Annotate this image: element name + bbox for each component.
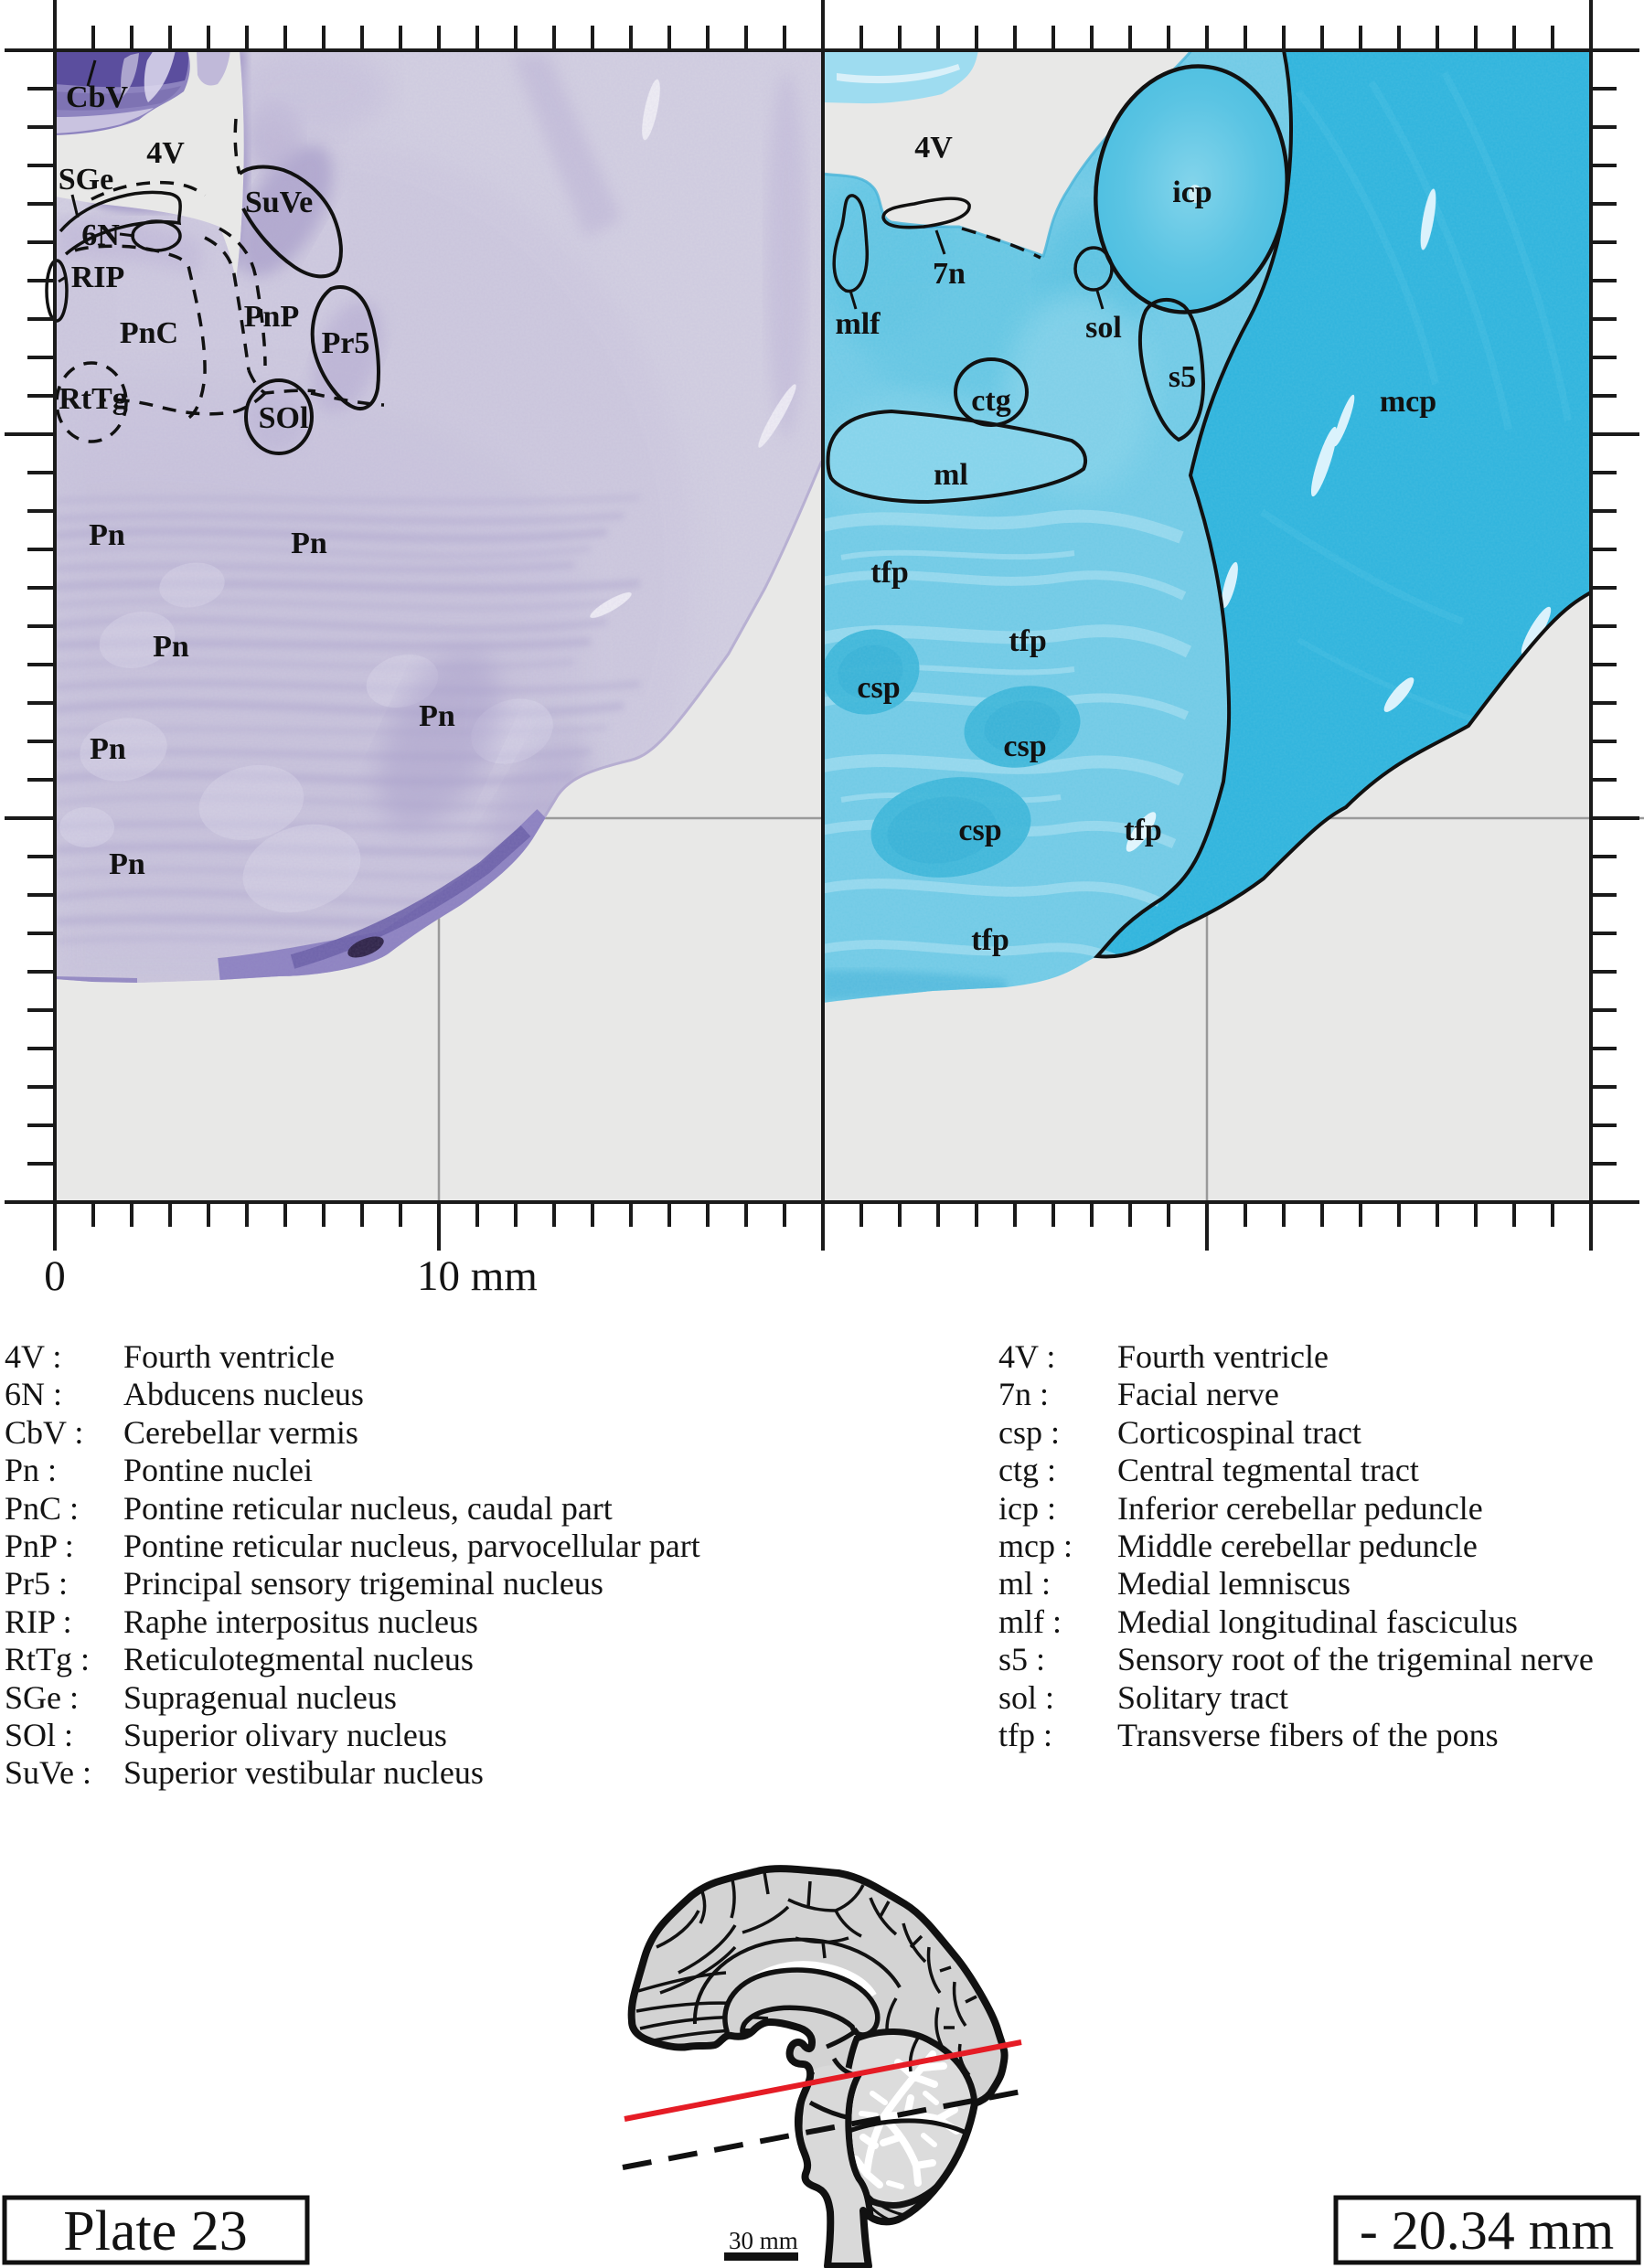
svg-text:Raphe interpositus nucleus: Raphe interpositus nucleus xyxy=(123,1603,478,1640)
svg-text:tfp: tfp xyxy=(1009,624,1047,658)
svg-text:RIP: RIP xyxy=(71,261,125,294)
svg-text:4V: 4V xyxy=(146,136,185,170)
svg-text:icp :: icp : xyxy=(998,1490,1056,1527)
svg-text:Principal sensory trigeminal n: Principal sensory trigeminal nucleus xyxy=(123,1565,603,1602)
svg-text:Pn :: Pn : xyxy=(5,1452,57,1488)
svg-text:Superior olivary nucleus: Superior olivary nucleus xyxy=(123,1717,447,1753)
svg-text:csp: csp xyxy=(958,814,1001,847)
svg-text:6N: 6N xyxy=(81,218,120,252)
svg-text:Abducens nucleus: Abducens nucleus xyxy=(123,1376,364,1412)
svg-text:CbV :: CbV : xyxy=(5,1414,83,1451)
svg-text:Supragenual nucleus: Supragenual nucleus xyxy=(123,1679,397,1716)
svg-text:csp: csp xyxy=(1003,729,1046,763)
svg-text:RtTg: RtTg xyxy=(59,382,128,416)
svg-text:ml: ml xyxy=(934,458,968,492)
svg-text:Pontine reticular nucleus, cau: Pontine reticular nucleus, caudal part xyxy=(123,1490,613,1527)
svg-text:Inferior cerebellar peduncle: Inferior cerebellar peduncle xyxy=(1117,1490,1483,1527)
svg-text:ctg: ctg xyxy=(971,384,1010,418)
svg-text:7n: 7n xyxy=(933,257,966,291)
svg-text:Pn: Pn xyxy=(419,699,455,733)
svg-text:mcp :: mcp : xyxy=(998,1528,1073,1564)
svg-text:SOl :: SOl : xyxy=(5,1717,73,1753)
svg-text:SuVe :: SuVe : xyxy=(5,1754,91,1791)
svg-text:Facial nerve: Facial nerve xyxy=(1117,1376,1279,1412)
svg-text:7n :: 7n : xyxy=(998,1376,1049,1412)
svg-text:tfp: tfp xyxy=(1124,814,1162,847)
svg-text:Solitary tract: Solitary tract xyxy=(1117,1679,1288,1716)
svg-text:csp :: csp : xyxy=(998,1414,1060,1451)
svg-text:Transverse fibers of the pons: Transverse fibers of the pons xyxy=(1117,1717,1499,1753)
svg-text:s5: s5 xyxy=(1169,360,1196,394)
svg-text:ctg :: ctg : xyxy=(998,1452,1056,1488)
svg-text:SuVe: SuVe xyxy=(245,186,313,219)
svg-text:Pn: Pn xyxy=(89,518,125,552)
svg-text:10 mm: 10 mm xyxy=(417,1252,538,1300)
svg-text:sol: sol xyxy=(1085,311,1122,345)
svg-text:Plate 23: Plate 23 xyxy=(63,2200,247,2263)
svg-text:SGe :: SGe : xyxy=(5,1679,79,1716)
svg-text:4V :: 4V : xyxy=(998,1338,1055,1375)
svg-text:tfp: tfp xyxy=(971,923,1009,957)
svg-text:s5 :: s5 : xyxy=(998,1641,1045,1677)
svg-text:Pn: Pn xyxy=(153,630,189,664)
svg-text:30 mm: 30 mm xyxy=(729,2227,798,2254)
svg-text:PnP :: PnP : xyxy=(5,1528,74,1564)
svg-text:csp: csp xyxy=(857,671,900,705)
svg-text:Medial longitudinal fasciculus: Medial longitudinal fasciculus xyxy=(1117,1603,1518,1640)
svg-text:RtTg :: RtTg : xyxy=(5,1641,90,1677)
svg-text:4V: 4V xyxy=(914,131,953,165)
svg-text:mcp: mcp xyxy=(1380,385,1436,419)
svg-text:tfp :: tfp : xyxy=(998,1717,1052,1753)
svg-text:SGe: SGe xyxy=(59,163,113,197)
svg-text:CbV: CbV xyxy=(66,80,128,114)
svg-text:ml :: ml : xyxy=(998,1565,1051,1602)
svg-text:Pn: Pn xyxy=(291,527,327,560)
svg-text:Medial lemniscus: Medial lemniscus xyxy=(1117,1565,1350,1602)
svg-text:mlf :: mlf : xyxy=(998,1603,1062,1640)
svg-text:PnC: PnC xyxy=(120,316,178,350)
svg-text:Pontine nuclei: Pontine nuclei xyxy=(123,1452,313,1488)
svg-text:0: 0 xyxy=(44,1252,66,1300)
svg-text:Pontine reticular nucleus, par: Pontine reticular nucleus, parvocellular… xyxy=(123,1528,700,1564)
svg-text:mlf: mlf xyxy=(835,307,881,341)
svg-text:sol :: sol : xyxy=(998,1679,1054,1716)
svg-text:Cerebellar vermis: Cerebellar vermis xyxy=(123,1414,358,1451)
svg-text:icp: icp xyxy=(1172,176,1212,209)
svg-text:Sensory root of the trigeminal: Sensory root of the trigeminal nerve xyxy=(1117,1641,1594,1677)
svg-text:Fourth ventricle: Fourth ventricle xyxy=(1117,1338,1329,1375)
svg-text:tfp: tfp xyxy=(870,556,909,590)
svg-text:Corticospinal tract: Corticospinal tract xyxy=(1117,1414,1361,1451)
svg-text:Fourth ventricle: Fourth ventricle xyxy=(123,1338,335,1375)
svg-text:4V :: 4V : xyxy=(5,1338,61,1375)
svg-text:PnP: PnP xyxy=(244,300,299,334)
svg-text:SOl: SOl xyxy=(259,401,309,435)
svg-text:Central tegmental tract: Central tegmental tract xyxy=(1117,1452,1419,1488)
svg-text:RIP :: RIP : xyxy=(5,1603,72,1640)
svg-text:Superior vestibular nucleus: Superior vestibular nucleus xyxy=(123,1754,484,1791)
svg-text:Pr5 :: Pr5 : xyxy=(5,1565,68,1602)
svg-text:- 20.34 mm: - 20.34 mm xyxy=(1360,2200,1614,2261)
svg-text:Pn: Pn xyxy=(109,847,145,881)
svg-text:PnC :: PnC : xyxy=(5,1490,79,1527)
svg-text:Pr5: Pr5 xyxy=(322,326,370,360)
svg-text:Reticulotegmental nucleus: Reticulotegmental nucleus xyxy=(123,1641,474,1677)
svg-text:Pn: Pn xyxy=(90,732,126,766)
svg-text:6N :: 6N : xyxy=(5,1376,62,1412)
svg-text:Middle cerebellar peduncle: Middle cerebellar peduncle xyxy=(1117,1528,1478,1564)
